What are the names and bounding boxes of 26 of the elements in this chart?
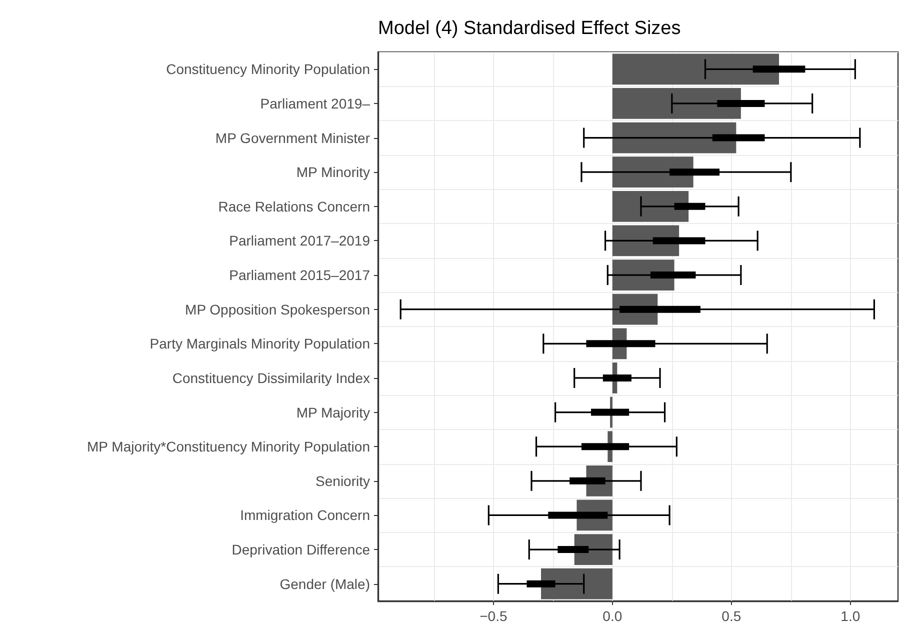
bar <box>612 190 689 222</box>
y-tick-label: Party Marginals Minority Population <box>150 336 370 352</box>
bar <box>541 568 612 600</box>
y-tick-label: Race Relations Concern <box>218 198 370 214</box>
y-tick-label: Seniority <box>316 472 370 489</box>
y-tick-label: MP Government Minister <box>215 130 370 146</box>
y-tick-label: Parliament 2015–2017 <box>229 267 370 284</box>
y-tick-label: MP Opposition Spokesperson <box>185 301 370 318</box>
y-tick-label: MP Minority <box>296 164 370 180</box>
y-tick-label: Constituency Minority Population <box>166 61 370 78</box>
y-tick-label: Parliament 2017–2019 <box>229 232 370 249</box>
y-tick-label: Parliament 2019– <box>260 95 370 112</box>
bar <box>612 54 780 85</box>
x-tick-label: −0.5 <box>480 608 508 624</box>
y-tick-label: MP Majority*Constituency Minority Population <box>87 438 370 455</box>
chart-title: Model (4) Standardised Effect Sizes <box>378 18 681 39</box>
x-tick-label: 0.5 <box>722 608 742 624</box>
y-tick-label: Deprivation Difference <box>232 542 370 558</box>
x-tick-label: 1.0 <box>840 608 860 624</box>
bar <box>612 88 741 119</box>
y-tick-label: Constituency Dissimilarity Index <box>172 370 370 386</box>
y-tick-label: MP Majority <box>296 404 370 420</box>
x-tick-label: 0.0 <box>602 608 622 624</box>
y-tick-label: Gender (Male) <box>280 576 370 592</box>
y-tick-label: Immigration Concern <box>240 507 370 524</box>
bar <box>612 122 736 154</box>
